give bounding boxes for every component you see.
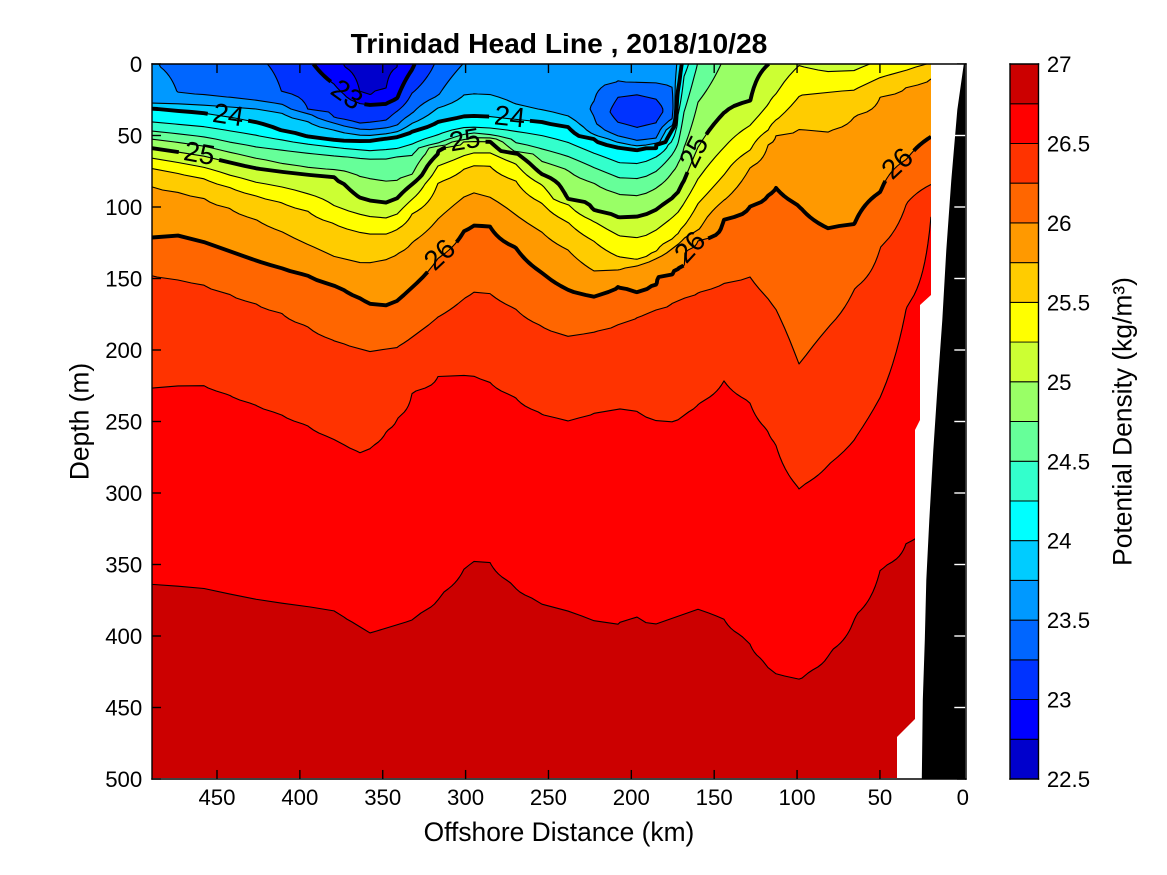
svg-text:Potential Density (kg/m³): Potential Density (kg/m³) (1107, 277, 1137, 566)
svg-text:25: 25 (447, 122, 483, 158)
svg-text:25: 25 (181, 135, 217, 171)
svg-text:100: 100 (779, 785, 816, 810)
svg-text:26.5: 26.5 (1047, 131, 1090, 156)
svg-text:24.5: 24.5 (1047, 449, 1090, 474)
svg-text:200: 200 (613, 785, 650, 810)
svg-text:200: 200 (105, 338, 142, 363)
svg-text:400: 400 (281, 785, 318, 810)
svg-text:Depth (m): Depth (m) (65, 363, 95, 480)
svg-text:23.5: 23.5 (1047, 608, 1090, 633)
svg-text:27: 27 (1047, 52, 1072, 77)
svg-text:150: 150 (105, 267, 142, 292)
svg-text:100: 100 (105, 195, 142, 220)
svg-text:22.5: 22.5 (1047, 767, 1090, 792)
svg-text:Offshore Distance (km): Offshore Distance (km) (424, 817, 695, 847)
svg-text:350: 350 (105, 553, 142, 578)
svg-text:0: 0 (130, 52, 142, 77)
svg-text:500: 500 (105, 767, 142, 792)
svg-text:400: 400 (105, 624, 142, 649)
svg-text:450: 450 (198, 785, 235, 810)
svg-text:50: 50 (118, 124, 143, 149)
svg-text:350: 350 (364, 785, 401, 810)
svg-text:50: 50 (868, 785, 893, 810)
svg-text:25: 25 (1047, 370, 1072, 395)
svg-text:24: 24 (211, 97, 246, 132)
svg-text:0: 0 (957, 785, 969, 810)
svg-text:250: 250 (530, 785, 567, 810)
svg-text:24: 24 (493, 99, 527, 133)
svg-text:300: 300 (105, 481, 142, 506)
svg-text:300: 300 (447, 785, 484, 810)
svg-text:23: 23 (1047, 688, 1072, 713)
svg-text:26: 26 (1047, 211, 1072, 236)
svg-text:24: 24 (1047, 529, 1072, 554)
svg-text:150: 150 (696, 785, 733, 810)
svg-text:25.5: 25.5 (1047, 290, 1090, 315)
svg-text:450: 450 (105, 696, 142, 721)
svg-text:Trinidad Head Line , 2018/10/2: Trinidad Head Line , 2018/10/28 (351, 27, 768, 59)
svg-text:250: 250 (105, 410, 142, 435)
